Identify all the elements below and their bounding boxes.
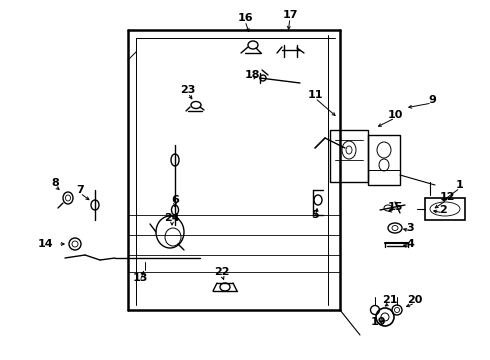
Text: 14: 14 bbox=[37, 239, 53, 249]
Text: 20: 20 bbox=[407, 295, 423, 305]
Bar bbox=[425, 198, 465, 220]
Text: 5: 5 bbox=[311, 210, 319, 220]
Text: 15: 15 bbox=[387, 202, 403, 212]
Text: 9: 9 bbox=[428, 95, 436, 105]
Text: 8: 8 bbox=[51, 178, 59, 188]
Text: 19: 19 bbox=[370, 317, 386, 327]
Text: 18: 18 bbox=[244, 70, 260, 80]
Text: 2: 2 bbox=[439, 205, 447, 215]
Bar bbox=[368, 135, 400, 185]
Text: 16: 16 bbox=[237, 13, 253, 23]
Text: 22: 22 bbox=[214, 267, 230, 277]
Bar bbox=[330, 130, 368, 182]
Text: 21: 21 bbox=[382, 295, 398, 305]
Text: 6: 6 bbox=[171, 195, 179, 205]
Text: 17: 17 bbox=[282, 10, 298, 20]
Text: 10: 10 bbox=[387, 110, 403, 120]
Text: 24: 24 bbox=[164, 213, 180, 223]
Text: 1: 1 bbox=[456, 180, 464, 190]
Text: 3: 3 bbox=[406, 223, 414, 233]
Text: 12: 12 bbox=[439, 192, 455, 202]
Text: 13: 13 bbox=[132, 273, 147, 283]
Text: 11: 11 bbox=[307, 90, 323, 100]
Text: 4: 4 bbox=[406, 239, 414, 249]
Text: 23: 23 bbox=[180, 85, 196, 95]
Text: 7: 7 bbox=[76, 185, 84, 195]
